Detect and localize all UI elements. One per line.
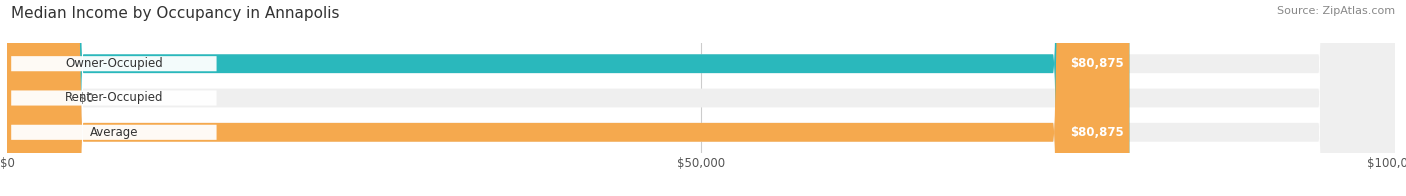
FancyBboxPatch shape bbox=[7, 0, 1129, 196]
Text: Source: ZipAtlas.com: Source: ZipAtlas.com bbox=[1277, 6, 1395, 16]
Text: $80,875: $80,875 bbox=[1070, 126, 1123, 139]
FancyBboxPatch shape bbox=[7, 0, 1395, 196]
Text: Average: Average bbox=[90, 126, 138, 139]
FancyBboxPatch shape bbox=[11, 37, 217, 91]
FancyBboxPatch shape bbox=[7, 0, 1129, 196]
Text: Owner-Occupied: Owner-Occupied bbox=[65, 57, 163, 70]
Text: $80,875: $80,875 bbox=[1070, 57, 1123, 70]
FancyBboxPatch shape bbox=[11, 71, 217, 125]
FancyBboxPatch shape bbox=[7, 0, 1395, 196]
FancyBboxPatch shape bbox=[7, 0, 1395, 196]
FancyBboxPatch shape bbox=[7, 0, 52, 196]
FancyBboxPatch shape bbox=[11, 106, 217, 159]
Text: Renter-Occupied: Renter-Occupied bbox=[65, 92, 163, 104]
Text: Median Income by Occupancy in Annapolis: Median Income by Occupancy in Annapolis bbox=[11, 6, 340, 21]
Text: $0: $0 bbox=[79, 92, 94, 104]
